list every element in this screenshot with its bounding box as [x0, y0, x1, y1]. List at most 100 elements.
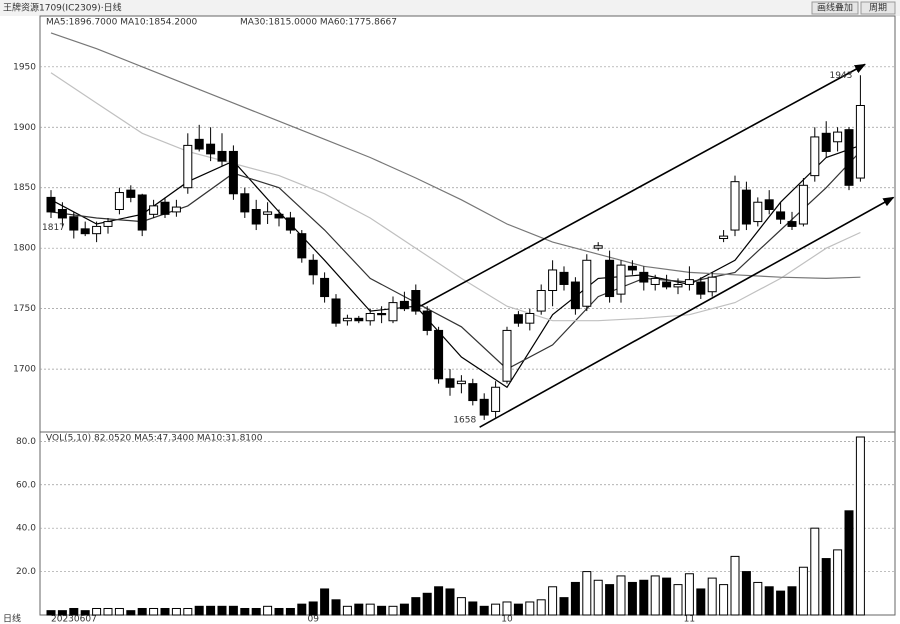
extreme-label: 1943 [829, 71, 852, 81]
trend-line [419, 63, 866, 307]
candle-body [719, 235, 729, 240]
candle-body [411, 290, 421, 312]
candle-body [798, 184, 808, 225]
x-tick-label: 20230607 [51, 615, 97, 624]
button-label[interactable]: 画线叠加 [817, 2, 853, 14]
y-tick-label: 1850 [13, 183, 36, 193]
ma-line [50, 150, 861, 370]
candle-body [365, 312, 375, 322]
candle-body [764, 199, 774, 210]
volume-bar [525, 601, 535, 616]
volume-bar [354, 603, 364, 616]
volume-bar [650, 575, 660, 616]
x-tick-label: 11 [684, 615, 695, 624]
candle-body [160, 201, 170, 215]
volume-bar [468, 601, 478, 616]
candle-body [342, 317, 352, 322]
candle-body [69, 216, 79, 231]
candle-body [240, 193, 250, 213]
extreme-label: 1658 [453, 415, 476, 425]
volume-bar [719, 584, 729, 616]
candle-body [491, 386, 501, 412]
volume-bar [684, 573, 694, 616]
volume-bar [411, 597, 421, 616]
candle-body [548, 269, 558, 292]
candle-body [650, 277, 660, 285]
candle-body [434, 329, 444, 380]
candle-body [707, 276, 717, 293]
volume-bar [513, 603, 523, 616]
top-bar [0, 0, 900, 16]
button-label[interactable]: 周期 [869, 3, 887, 14]
candle-body [821, 132, 831, 152]
button[interactable] [811, 1, 859, 15]
candle-body [536, 290, 546, 312]
candle-body [593, 245, 603, 249]
volume-bar [821, 558, 831, 616]
candle-body [399, 300, 409, 310]
volume-bar [114, 607, 124, 616]
volume-bar [274, 607, 284, 616]
candle-body [468, 383, 478, 402]
candle-body [479, 398, 489, 416]
candle-body [149, 205, 159, 215]
volume-bar [753, 581, 763, 616]
y-tick-label: 1900 [13, 123, 36, 133]
candle-body [844, 129, 854, 186]
volume-bar [627, 581, 637, 616]
candle-body [855, 104, 865, 179]
x-tick-label: 10 [501, 615, 513, 624]
volume-bar [377, 605, 387, 616]
candle-body [297, 233, 307, 259]
candle-body [285, 217, 295, 231]
candle-body [662, 281, 672, 288]
volume-bar [126, 610, 136, 616]
volume-bar [548, 586, 558, 616]
candle-body [80, 228, 90, 235]
y-tick-label: 1750 [13, 304, 36, 314]
candle-body [183, 144, 193, 189]
volume-bar [103, 607, 113, 616]
volume-bar [582, 571, 592, 616]
volume-bar [297, 603, 307, 616]
candle-body [753, 201, 763, 223]
volume-bar [342, 605, 352, 616]
volume-bar [605, 584, 615, 616]
volume-bar [80, 610, 90, 616]
candle-body [217, 150, 227, 162]
volume-bar [251, 607, 261, 616]
candle-body [263, 211, 273, 215]
candle-body [206, 143, 216, 155]
candle-body [422, 310, 432, 331]
candle-body [639, 271, 649, 283]
ma-label: MA30:1815.0000 MA60:1775.8667 [240, 18, 397, 28]
volume-label: VOL(5,10) 82.0520 MA5:47.3400 MA10:31.81… [46, 434, 263, 444]
volume-bar [331, 599, 341, 616]
volume-bar [696, 588, 706, 616]
candle-body [388, 302, 398, 322]
ma-label: MA5:1896.7000 MA10:1854.2000 [46, 18, 198, 28]
candle-body [810, 136, 820, 177]
candle-body [582, 259, 592, 307]
button[interactable] [860, 1, 896, 15]
candle-body [251, 208, 261, 225]
candle-body [605, 259, 615, 298]
volume-panel [39, 431, 896, 616]
candle-body [126, 189, 136, 198]
volume-bar [388, 605, 398, 616]
volume-bar [479, 605, 489, 616]
volume-bar [228, 605, 238, 616]
candle-body [525, 312, 535, 324]
volume-bar [662, 577, 672, 616]
volume-bar [445, 588, 455, 616]
volume-bar [810, 527, 820, 616]
candle-body [137, 194, 147, 231]
volume-bar [833, 549, 843, 616]
candle-body [46, 196, 56, 213]
volume-bar [741, 571, 751, 616]
candle-body [741, 189, 751, 225]
volume-bar [593, 579, 603, 616]
ma-line [50, 32, 861, 280]
candle-body [730, 181, 740, 231]
candle-body [673, 283, 683, 288]
